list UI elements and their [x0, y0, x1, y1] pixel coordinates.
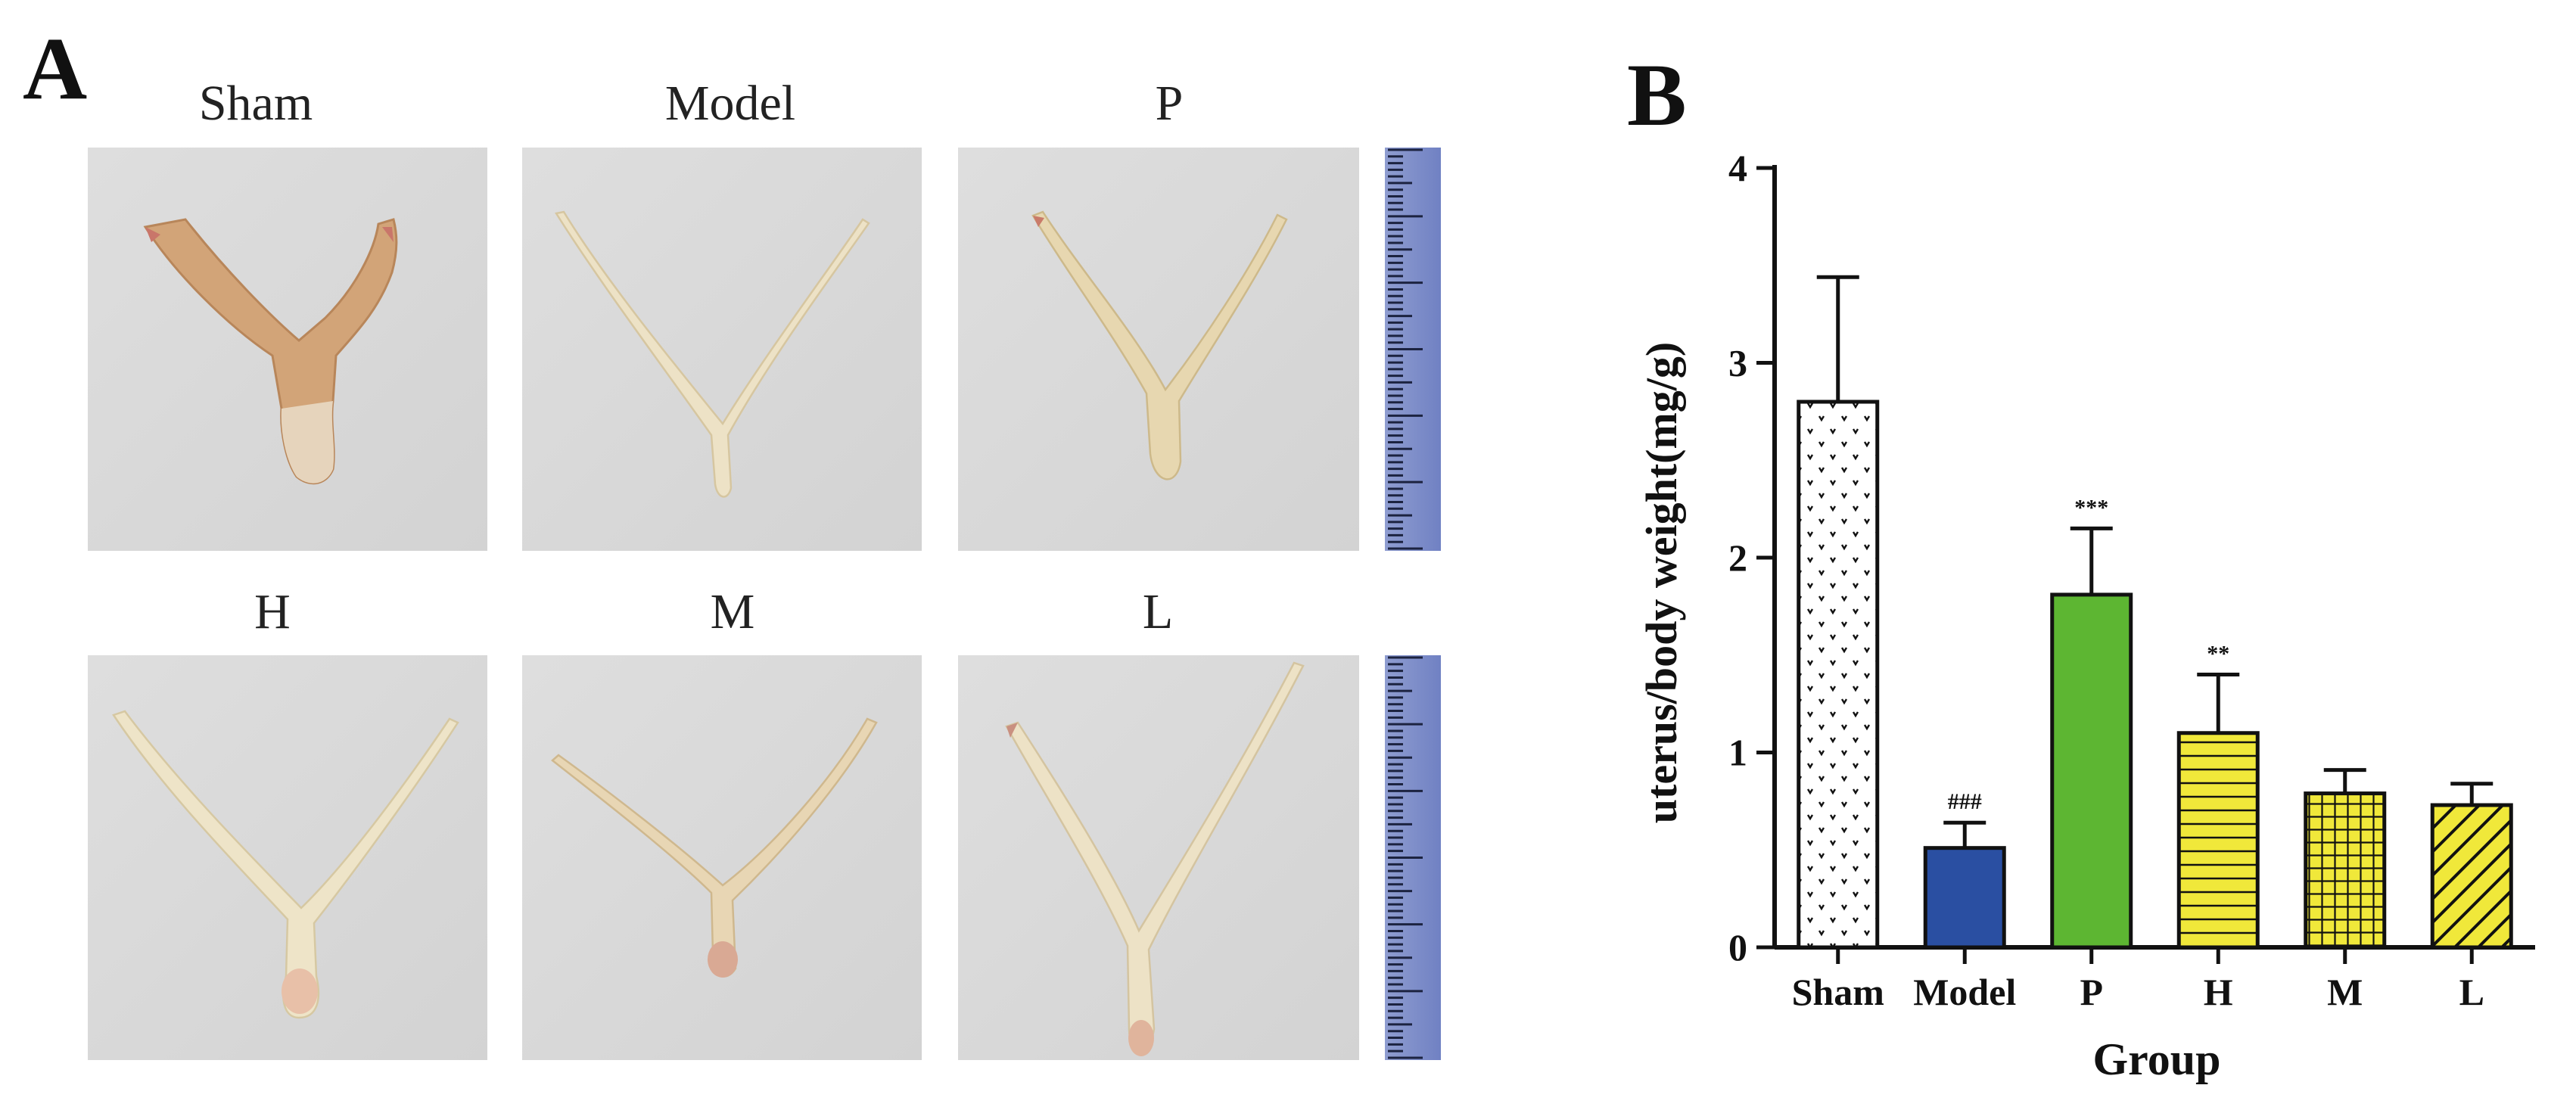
photo-background [958, 148, 1359, 551]
uterus-specimen [1005, 661, 1305, 1049]
ruler-ticks [1388, 148, 1423, 550]
x-tick-label-m: M [2327, 971, 2363, 1013]
photo-p: P [958, 76, 1359, 551]
x-tick-label-sham: Sham [1792, 971, 1884, 1013]
photo-l: L [958, 584, 1359, 1060]
scale-ruler-top [1385, 148, 1441, 551]
photo-label-m: M [711, 584, 755, 639]
panel-b: B uterus/body weight(mg/g) Group 0 1 2 3 4 Sh… [1627, 45, 2535, 1084]
uterus-specimen [1031, 210, 1288, 480]
uterus-specimen [112, 710, 459, 1019]
photo-background [958, 655, 1359, 1060]
photo-label-h: H [254, 584, 291, 639]
x-axis-label: Group [2093, 1034, 2221, 1084]
x-tick-label-h: H [2204, 971, 2233, 1013]
photo-h: H [88, 584, 487, 1060]
photo-label-model: Model [665, 76, 795, 131]
x-tick-label-l: L [2459, 971, 2484, 1013]
bar-l [2430, 803, 2513, 950]
y-axis-label: uterus/body weight(mg/g) [1637, 342, 1686, 823]
x-tick-label-model: Model [1913, 971, 2016, 1013]
bar-h [2176, 731, 2260, 950]
significance-label-h: ** [2207, 642, 2229, 667]
bar-p [2050, 592, 2133, 950]
photo-m: M [522, 584, 922, 1060]
scale-ruler-bottom [1385, 655, 1441, 1060]
panel-b-letter: B [1627, 45, 1687, 145]
bar-chart-plot: 0 1 2 3 4 Sham Model ### P *** H ** M L [1728, 147, 2535, 1013]
photo-background [522, 655, 922, 1060]
photo-sham: Sham [88, 76, 487, 551]
photo-label-sham: Sham [199, 76, 313, 131]
panel-a-letter: A [23, 19, 87, 118]
bar-sham [1797, 400, 1880, 950]
uterus-specimen [554, 210, 870, 498]
y-tick-label: 1 [1728, 732, 1747, 774]
significance-label-p: *** [2074, 495, 2108, 520]
x-tick-label-p: P [2080, 971, 2103, 1013]
y-tick-label: 0 [1728, 926, 1747, 969]
y-tick-label: 3 [1728, 342, 1747, 384]
panel-a: A Sham Model P H [23, 19, 1441, 1060]
y-tick-label: 4 [1728, 147, 1747, 189]
ruler-ticks [1388, 656, 1423, 1059]
bar-model [1923, 846, 2006, 950]
photo-label-l: L [1143, 584, 1173, 639]
y-tick-label: 2 [1728, 536, 1747, 579]
uterus-specimen [551, 717, 878, 978]
significance-label-model: ### [1948, 789, 1982, 814]
photo-label-p: P [1156, 76, 1184, 131]
photo-model: Model [522, 76, 922, 551]
bar-m [2304, 791, 2387, 950]
